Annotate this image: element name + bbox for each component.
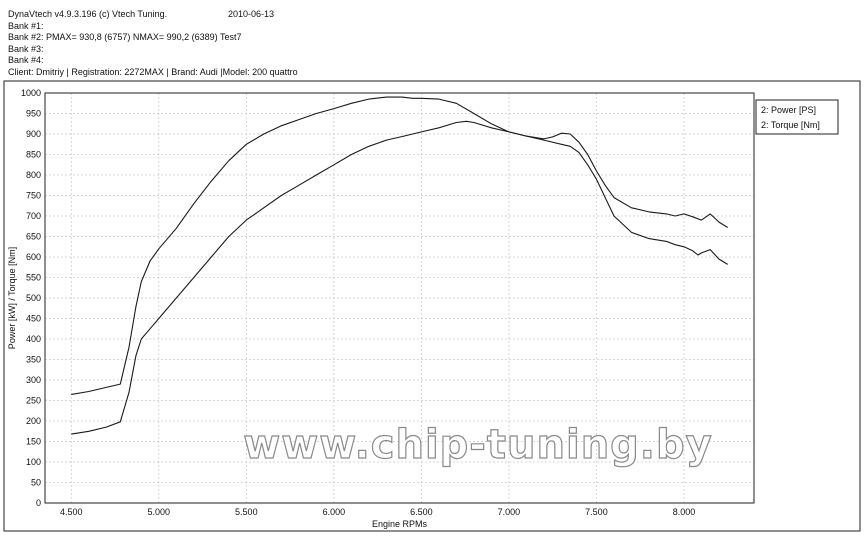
software-title: DynaVtech v4.9.3.196 (c) Vtech Tuning. (8, 9, 168, 19)
y-tick-label: 0 (36, 498, 41, 508)
plot-frame (44, 92, 755, 504)
client-line: Client: Dmitriy | Registration: 2272MAX … (8, 66, 298, 77)
series-line-power (71, 120, 728, 435)
y-tick-label: 250 (26, 396, 41, 406)
header-software-row: DynaVtech v4.9.3.196 (c) Vtech Tuning. 2… (8, 9, 298, 21)
x-axis-title: Engine RPMs (372, 519, 428, 529)
y-tick-label: 700 (26, 211, 41, 221)
y-axis-title: Power [kW] / Torque [Nm] (7, 247, 17, 349)
bank4-line: Bank #4: (8, 55, 44, 65)
y-tick-label: 400 (26, 334, 41, 344)
x-tick-label: 5.000 (148, 507, 171, 517)
series-layer (71, 96, 728, 435)
y-tick-label: 600 (26, 252, 41, 262)
y-tick-label: 550 (26, 273, 41, 283)
x-tick-label: 4.500 (60, 507, 83, 517)
watermark-text: www.chip-tuning.by (243, 422, 712, 468)
tick-labels: 0 50 100 150 200 250 300 350 400 450 500 550 600 650 7… (21, 88, 695, 517)
report-header: DynaVtech v4.9.3.196 (c) Vtech Tuning. 2… (8, 9, 298, 78)
y-tick-label: 200 (26, 416, 41, 426)
chart-outer-frame (3, 80, 861, 532)
legend-entry-torque: 2: Torque [Nm] (761, 120, 820, 130)
legend: 2: Power [PS] 2: Torque [Nm] (755, 99, 839, 135)
bank1-line: Bank #1: (8, 20, 44, 31)
series-line-torque (71, 96, 728, 395)
y-tick-label: 750 (26, 191, 41, 201)
report-date: 2010-06-13 (228, 9, 275, 19)
x-tick-label: 6.500 (410, 507, 433, 517)
x-tick-label: 8.000 (673, 507, 696, 517)
y-tick-label: 650 (26, 232, 41, 242)
x-tick-label: 7.000 (498, 507, 521, 517)
bank2-line: Bank #2: PMAX= 930,8 (6757) NMAX= 990,2 … (8, 32, 242, 42)
x-tick-label: 5.500 (235, 507, 258, 517)
y-tick-label: 500 (26, 293, 41, 303)
y-tick-label: 850 (26, 150, 41, 160)
bank3-line: Bank #3: (8, 43, 44, 54)
y-tick-label: 950 (26, 109, 41, 119)
y-tick-label: 1000 (21, 88, 41, 98)
y-tick-label: 450 (26, 314, 41, 324)
y-tick-label: 350 (26, 355, 41, 365)
watermark-group: www.chip-tuning.by (243, 421, 713, 468)
legend-box (755, 99, 839, 135)
legend-entry-power: 2: Power [PS] (761, 105, 816, 115)
y-tick-label: 100 (26, 457, 41, 467)
y-tick-label: 800 (26, 170, 41, 180)
x-tick-label: 7.500 (585, 507, 608, 517)
y-tick-label: 50 (31, 478, 41, 488)
y-tick-label: 300 (26, 375, 41, 385)
y-tick-label: 900 (26, 129, 41, 139)
x-tick-label: 6.000 (323, 507, 346, 517)
chart-grid (45, 92, 754, 504)
y-tick-label: 150 (26, 437, 41, 447)
